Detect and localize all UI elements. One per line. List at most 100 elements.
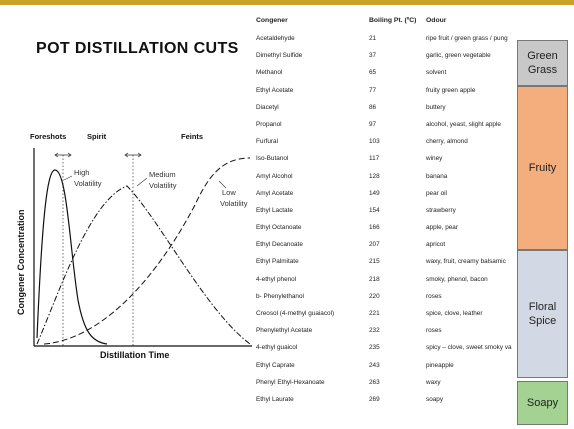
congener-cell: Diacetyl bbox=[256, 103, 279, 111]
congener-cell: Dimethyl Sulfide bbox=[256, 52, 303, 60]
x-axis-label: Distillation Time bbox=[100, 350, 169, 360]
pointer-medium bbox=[136, 177, 148, 187]
table-row: Diacetyl 86 buttery bbox=[254, 101, 522, 118]
boiling-point-cell: 21 bbox=[369, 35, 377, 42]
header-odour: Odour bbox=[426, 17, 447, 24]
category-floral-spice: Floral Spice bbox=[517, 250, 568, 378]
congener-cell: Ethyl Caprate bbox=[256, 361, 295, 369]
odour-cell: winey bbox=[426, 155, 443, 163]
odour-cell: waxy, fruit, creamy balsamic bbox=[426, 258, 506, 266]
congener-cell: Phenylethyl Acetate bbox=[256, 327, 313, 335]
odour-cell: pineapple bbox=[426, 361, 454, 369]
table-row: b- Phenylethanol 220 roses bbox=[254, 290, 522, 307]
high-volatility-curve bbox=[36, 169, 108, 345]
pointer-high bbox=[63, 175, 73, 181]
congener-cell: Ethyl Lactate bbox=[256, 206, 293, 214]
boiling-point-cell: 218 bbox=[369, 275, 380, 283]
boiling-point-cell: 103 bbox=[369, 138, 380, 146]
odour-cell: garlic, green vegetable bbox=[426, 52, 491, 60]
odour-cell: alcohol, yeast, slight apple bbox=[426, 120, 501, 128]
table-row: Ethyl Acetate 77 fruity green apple bbox=[254, 84, 522, 101]
table-row: Phenylethyl Acetate 232 roses bbox=[254, 324, 522, 341]
curve-label-high: High Volatility bbox=[74, 168, 102, 188]
congener-cell: Methanol bbox=[256, 69, 283, 77]
cut-arrow-spirit bbox=[124, 152, 142, 158]
odour-cell: strawberry bbox=[426, 206, 456, 214]
odour-cell: solvent bbox=[426, 69, 447, 77]
table-row: Creosol (4-methyl guaiacol) 221 spice, clo… bbox=[254, 307, 522, 324]
boiling-point-cell: 235 bbox=[369, 344, 380, 352]
boiling-point-cell: 263 bbox=[369, 378, 380, 386]
cut-arrow-foreshots bbox=[54, 152, 72, 158]
table-row: 4-ethyl phenol 218 smoky, phenol, bacon bbox=[254, 273, 522, 290]
boiling-point-cell: 207 bbox=[369, 241, 380, 249]
odour-cell: ripe fruit / green grass / pung bbox=[426, 35, 508, 42]
odour-cell: buttery bbox=[426, 103, 446, 111]
odour-cell: apple, pear bbox=[426, 224, 458, 232]
odour-cell: smoky, phenol, bacon bbox=[426, 275, 488, 283]
boiling-point-cell: 86 bbox=[369, 103, 377, 111]
odour-cell: banana bbox=[426, 172, 448, 180]
odour-cell: apricot bbox=[426, 241, 446, 249]
congener-cell: Amyl Acetate bbox=[256, 189, 294, 197]
table-row: Methanol 65 solvent bbox=[254, 66, 522, 83]
odour-cell: spicy – clove, sweet smoky va bbox=[426, 344, 512, 352]
table-row: Iso-Butanol 117 winey bbox=[254, 152, 522, 169]
boiling-point-cell: 215 bbox=[369, 258, 380, 266]
header-congener: Congener bbox=[256, 17, 288, 24]
low-volatility-curve bbox=[43, 157, 251, 345]
y-axis-label: Congener Concentration bbox=[16, 209, 26, 315]
congener-cell: Amyl Alcohol bbox=[256, 172, 293, 180]
header-boiling-point: Boiling Pt. (ºC) bbox=[369, 17, 417, 24]
congener-cell: Furfural bbox=[256, 138, 279, 146]
table-row: Ethyl Lactate 154 strawberry bbox=[254, 204, 522, 221]
category-soapy: Soapy bbox=[517, 381, 568, 425]
table-row: 4-ethyl guaicol 235 spicy – clove, sweet s… bbox=[254, 341, 522, 358]
odour-cell: waxy bbox=[426, 378, 441, 386]
boiling-point-cell: 166 bbox=[369, 224, 380, 232]
table-row: Ethyl Caprate 243 pineapple bbox=[254, 359, 522, 376]
congener-cell: Acetaldehyde bbox=[256, 35, 295, 42]
boiling-point-cell: 232 bbox=[369, 327, 380, 335]
congener-cell: Iso-Butanol bbox=[256, 155, 289, 163]
congener-cell: 4-ethyl phenol bbox=[256, 275, 297, 283]
congener-cell: b- Phenylethanol bbox=[256, 292, 304, 300]
table-row: Acetaldehyde 21 ripe fruit / green grass /… bbox=[254, 32, 522, 49]
congener-cell: Propanol bbox=[256, 120, 282, 128]
table-row: Ethyl Decanoate 207 apricot bbox=[254, 238, 522, 255]
odour-cell: fruity green apple bbox=[426, 86, 476, 94]
odour-cell: soapy bbox=[426, 395, 444, 403]
boiling-point-cell: 269 bbox=[369, 395, 380, 403]
medium-volatility-curve bbox=[36, 185, 251, 345]
congener-cell: Phenyl Ethyl-Hexanoate bbox=[256, 378, 325, 386]
odour-cell: roses bbox=[426, 327, 442, 335]
table-row: Amyl Acetate 149 pear oil bbox=[254, 187, 522, 204]
page-title: POT DISTILLATION CUTS bbox=[36, 40, 239, 57]
congener-cell: Ethyl Decanoate bbox=[256, 241, 303, 249]
table-row: Ethyl Palmitate 215 waxy, fruit, creamy ba… bbox=[254, 255, 522, 272]
congener-cell: Ethyl Acetate bbox=[256, 86, 294, 94]
cut-label-feints: Feints bbox=[181, 132, 203, 141]
boiling-point-cell: 149 bbox=[369, 189, 380, 197]
odour-cell: spice, clove, leather bbox=[426, 310, 483, 317]
boiling-point-cell: 65 bbox=[369, 69, 377, 77]
curve-label-medium: Medium Volatility bbox=[149, 170, 178, 190]
table-row: Furfural 103 cherry, almond bbox=[254, 135, 522, 152]
boiling-point-cell: 117 bbox=[369, 155, 380, 163]
odour-cell: pear oil bbox=[426, 189, 447, 197]
congener-cell: Ethyl Octanoate bbox=[256, 224, 302, 232]
congener-cell: Ethyl Palmitate bbox=[256, 258, 299, 266]
table-row: Phenyl Ethyl-Hexanoate 263 waxy bbox=[254, 376, 522, 393]
distillation-diagram: Foreshots Spirit Feints High Volatility … bbox=[16, 132, 252, 360]
table-row: Propanol 97 alcohol, yeast, slight apple bbox=[254, 118, 522, 135]
table-row: Ethyl Laurate 269 soapy bbox=[254, 393, 522, 410]
table-row: Dimethyl Sulfide 37 garlic, green vegetabl… bbox=[254, 49, 522, 66]
table-header: Congener Boiling Pt. (ºC) Odour bbox=[254, 14, 522, 32]
category-fruity: Fruity bbox=[517, 86, 568, 250]
congener-cell: Ethyl Laurate bbox=[256, 395, 294, 403]
pointer-low bbox=[218, 180, 227, 189]
congener-cell: 4-ethyl guaicol bbox=[256, 344, 298, 352]
boiling-point-cell: 243 bbox=[369, 361, 380, 369]
boiling-point-cell: 77 bbox=[369, 86, 377, 94]
top-accent-bar bbox=[0, 0, 574, 5]
